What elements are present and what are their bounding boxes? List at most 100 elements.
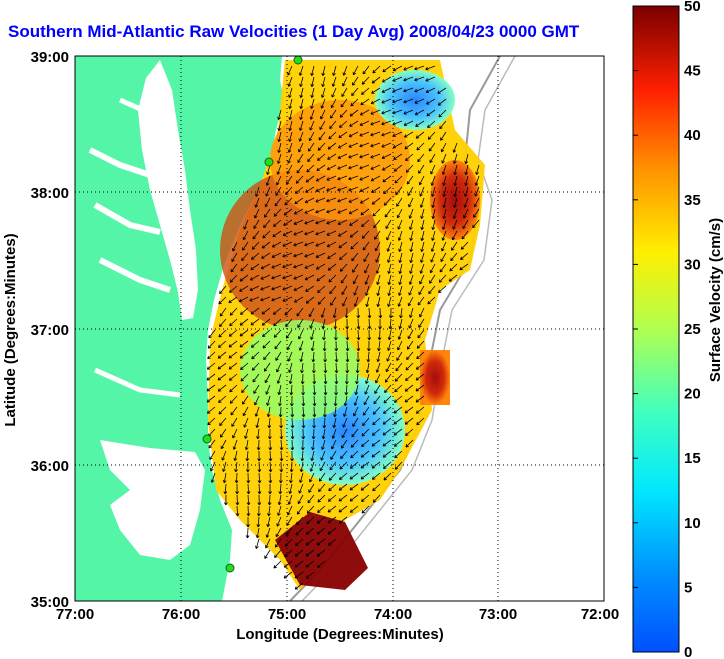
velocity-arrow bbox=[254, 395, 260, 406]
radar-station[interactable] bbox=[225, 563, 235, 573]
velocity-arrow bbox=[273, 318, 282, 327]
velocity-arrow bbox=[316, 538, 326, 546]
velocity-arrow bbox=[293, 252, 304, 258]
velocity-arrow bbox=[268, 472, 273, 484]
velocity-arrow bbox=[288, 120, 293, 132]
velocity-arrow bbox=[392, 98, 403, 104]
velocity-arrow bbox=[315, 175, 326, 182]
velocity-arrow bbox=[223, 494, 228, 506]
velocity-arrow bbox=[288, 109, 293, 121]
radar-station[interactable] bbox=[264, 157, 274, 167]
velocity-arrow bbox=[388, 318, 393, 330]
velocity-arrow bbox=[360, 472, 370, 480]
velocity-arrow bbox=[219, 417, 227, 427]
velocity-arrow bbox=[377, 329, 382, 341]
velocity-arrow bbox=[414, 87, 425, 93]
velocity-arrow bbox=[361, 230, 370, 239]
x-tick-label: 75:00 bbox=[268, 606, 306, 623]
radar-station[interactable] bbox=[293, 56, 303, 65]
radar-station[interactable] bbox=[202, 434, 212, 444]
velocity-arrow bbox=[361, 494, 370, 502]
velocity-arrow bbox=[381, 76, 392, 83]
velocity-arrow bbox=[327, 538, 337, 546]
velocity-arrow bbox=[384, 373, 392, 383]
velocity-arrow bbox=[370, 98, 381, 105]
velocity-arrow bbox=[249, 274, 260, 281]
velocity-arrow bbox=[328, 472, 337, 481]
velocity-arrow bbox=[309, 461, 315, 472]
velocity-arrow bbox=[261, 241, 271, 249]
velocity-arrow bbox=[295, 527, 304, 536]
velocity-arrow bbox=[419, 186, 425, 197]
velocity-arrow bbox=[441, 241, 447, 252]
velocity-arrow bbox=[328, 483, 337, 492]
velocity-arrow bbox=[414, 76, 425, 82]
velocity-arrow bbox=[231, 417, 238, 427]
velocity-arrow bbox=[273, 560, 282, 569]
velocity-arrow bbox=[282, 230, 293, 237]
velocity-arrow bbox=[296, 505, 304, 515]
velocity-arrow bbox=[290, 428, 295, 440]
velocity-arrow bbox=[229, 274, 238, 283]
velocity-arrow bbox=[232, 439, 238, 450]
velocity-arrow bbox=[359, 186, 370, 193]
velocity-arrow bbox=[374, 230, 381, 240]
velocity-arrow bbox=[317, 296, 326, 305]
velocity-arrow bbox=[246, 494, 251, 506]
velocity-arrow bbox=[276, 362, 282, 373]
velocity-arrow bbox=[253, 384, 260, 394]
velocity-arrow bbox=[282, 285, 293, 291]
velocity-arrow bbox=[289, 461, 294, 473]
velocity-arrow bbox=[381, 131, 392, 137]
velocity-arrow bbox=[277, 142, 282, 153]
velocity-arrow bbox=[439, 120, 447, 130]
velocity-arrow bbox=[246, 472, 251, 484]
velocity-arrow bbox=[381, 109, 392, 115]
velocity-arrow bbox=[254, 186, 260, 197]
velocity-arrow bbox=[381, 153, 392, 160]
velocity-arrow bbox=[323, 395, 328, 407]
velocity-arrow bbox=[464, 153, 469, 165]
velocity-arrow bbox=[293, 241, 304, 247]
velocity-arrow bbox=[312, 406, 317, 418]
velocity-arrow bbox=[334, 351, 339, 363]
velocity-arrow bbox=[330, 450, 337, 460]
velocity-arrow bbox=[326, 208, 337, 214]
grid-lines bbox=[75, 56, 604, 601]
velocity-arrow bbox=[415, 373, 425, 381]
velocity-arrow bbox=[376, 351, 381, 363]
velocity-arrow bbox=[308, 483, 315, 493]
velocity-arrow bbox=[356, 351, 360, 363]
velocity-arrow bbox=[310, 329, 315, 340]
velocity-arrow bbox=[398, 285, 403, 296]
velocity-arrow bbox=[266, 395, 271, 406]
velocity-arrow bbox=[293, 285, 304, 292]
velocity-arrow bbox=[256, 516, 261, 528]
velocity-arrow bbox=[261, 307, 271, 315]
velocity-arrow bbox=[304, 208, 315, 214]
velocity-arrow bbox=[361, 87, 370, 95]
velocity-arrow bbox=[298, 483, 304, 494]
velocity-arrow bbox=[451, 241, 458, 251]
velocity-arrow bbox=[298, 329, 304, 340]
velocity-arrow bbox=[296, 516, 304, 526]
velocity-arrow bbox=[383, 406, 392, 414]
bay-tributary bbox=[93, 202, 161, 235]
velocity-arrow bbox=[285, 186, 293, 196]
velocity-arrow bbox=[341, 285, 348, 296]
velocity-arrow bbox=[285, 318, 293, 328]
velocity-arrow bbox=[451, 230, 458, 241]
velocity-arrow bbox=[228, 296, 238, 304]
velocity-arrow bbox=[352, 65, 359, 76]
velocity-arrow bbox=[348, 164, 359, 170]
velocity-arrow bbox=[363, 395, 370, 406]
velocity-arrow bbox=[287, 153, 293, 164]
velocity-arrow bbox=[274, 549, 282, 559]
colorbar-label: Surface Velocity (cm/s) bbox=[707, 218, 724, 382]
velocity-arrow bbox=[282, 263, 293, 269]
velocity-arrow bbox=[298, 65, 304, 76]
velocity-arrow bbox=[334, 340, 339, 352]
velocity-arrow bbox=[415, 395, 425, 403]
y-tick-label: 37:00 bbox=[31, 322, 69, 339]
velocity-arrow bbox=[309, 318, 315, 329]
